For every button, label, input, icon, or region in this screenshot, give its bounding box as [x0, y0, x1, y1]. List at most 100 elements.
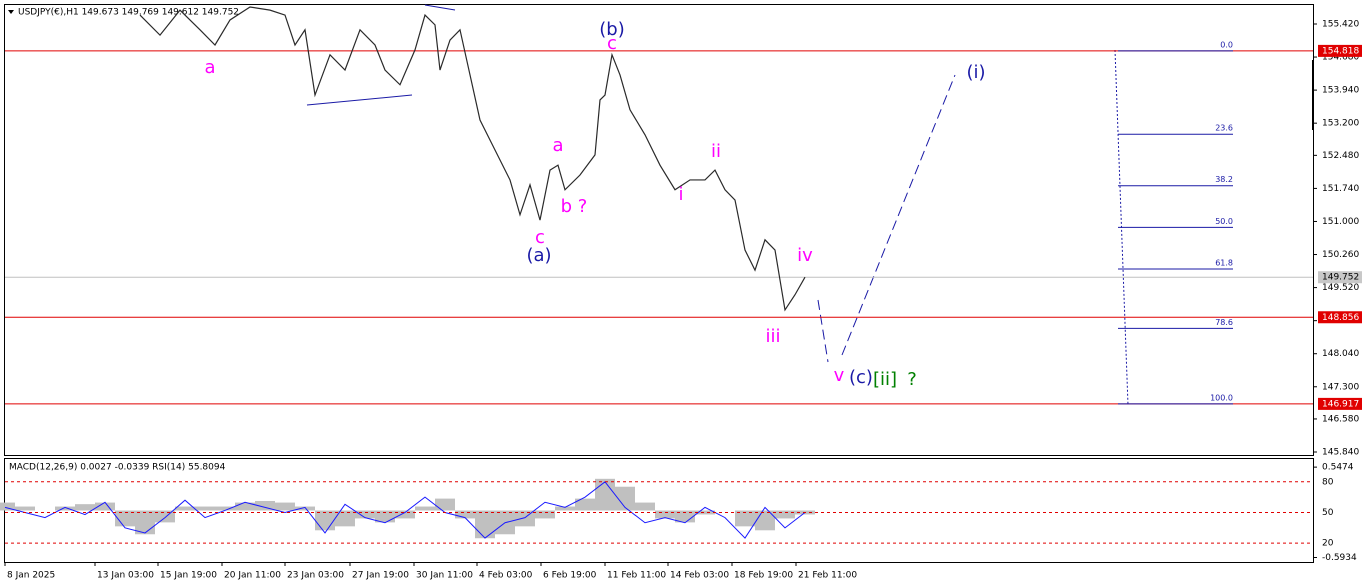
- price-box: [1318, 44, 1362, 57]
- macd-bar: [755, 510, 775, 531]
- macd-bar: [75, 504, 95, 511]
- wave-label: i: [678, 184, 683, 205]
- wave-label: (a): [526, 245, 551, 266]
- x-tick-label: 18 Feb 19:00: [734, 571, 793, 581]
- macd-bar: [0, 502, 15, 511]
- macd-bar: [575, 498, 595, 511]
- macd-bar: [735, 510, 755, 527]
- main-frame: [4, 4, 1314, 456]
- y-tick-label: 153.940: [1322, 86, 1359, 96]
- macd-bar: [315, 510, 335, 531]
- fib-label: 50.0: [1215, 217, 1233, 226]
- projection: [841, 74, 956, 356]
- x-tick-label: 15 Jan 19:00: [160, 571, 217, 581]
- macd-bar: [335, 510, 355, 527]
- indicator-title: MACD(12,26,9) 0.0027 -0.0339 RSI(14) 55.…: [9, 463, 226, 473]
- macd-bar: [655, 510, 675, 519]
- wave-label: c: [607, 33, 617, 54]
- current-price-label: 149.752: [1322, 273, 1359, 283]
- price-level-label: 154.818: [1322, 46, 1359, 56]
- macd-bar: [695, 510, 715, 515]
- macd-bar: [95, 502, 115, 511]
- wave-label: v: [834, 365, 845, 386]
- y-tick-label: 150.260: [1322, 250, 1359, 260]
- rsi-tick-label: 50: [1322, 508, 1334, 518]
- wave-label: c: [535, 227, 545, 248]
- x-tick-label: 30 Jan 11:00: [416, 571, 473, 581]
- macd-bar: [175, 506, 195, 511]
- macd-bar: [215, 506, 235, 511]
- macd-bar: [55, 506, 75, 511]
- y-tick-label: 151.740: [1322, 184, 1359, 194]
- wave-label: iv: [797, 245, 813, 266]
- macd-bar: [675, 510, 695, 523]
- rsi-tick-label: 20: [1322, 539, 1334, 549]
- y-tick-label: 146.580: [1322, 414, 1359, 424]
- macd-bar: [355, 510, 375, 519]
- macd-bar: [775, 510, 795, 519]
- macd-bar: [135, 510, 155, 535]
- macd-bar: [435, 498, 455, 511]
- y-tick-label: 152.480: [1322, 151, 1359, 161]
- x-tick-label: 23 Jan 03:00: [287, 571, 344, 581]
- macd-bar: [635, 502, 655, 511]
- x-tick-label: 11 Feb 11:00: [607, 571, 666, 581]
- x-tick-label: 20 Jan 11:00: [224, 571, 281, 581]
- macd-bar: [535, 510, 555, 519]
- macd-bar: [15, 506, 35, 511]
- x-tick-label: 4 Feb 03:00: [479, 571, 533, 581]
- macd-bar: [555, 506, 575, 511]
- y-tick-label: 154.680: [1322, 53, 1359, 63]
- y-tick-label: 145.840: [1322, 448, 1359, 458]
- wave-label: ?: [907, 369, 917, 390]
- wave-label: [ii]: [873, 369, 897, 390]
- macd-bar: [375, 510, 395, 523]
- trendline: [306, 94, 413, 106]
- x-tick-label: 8 Jan 2025: [7, 571, 55, 581]
- fib-label: 23.6: [1215, 124, 1233, 133]
- y-tick-label: 147.300: [1322, 382, 1359, 392]
- price-line: [139, 6, 806, 312]
- macd-bar: [275, 502, 295, 511]
- macd-bar: [415, 506, 435, 511]
- y-tick-label: 155.420: [1322, 19, 1359, 29]
- wave-label: iii: [765, 326, 780, 347]
- fib-label: 0.0: [1220, 40, 1233, 49]
- projection: [817, 299, 829, 363]
- x-tick-label: 6 Feb 19:00: [543, 571, 597, 581]
- fib-label: 78.6: [1215, 318, 1233, 327]
- wave-label: ii: [711, 141, 721, 162]
- wave-label: a: [204, 57, 215, 78]
- price-box: [1318, 397, 1362, 410]
- fib-label: 100.0: [1210, 393, 1233, 402]
- macd-bar: [235, 502, 255, 511]
- x-tick-label: 21 Feb 11:00: [798, 571, 857, 581]
- fib-label: 61.8: [1215, 259, 1233, 268]
- price-box: [1318, 311, 1362, 324]
- price-level-label: 146.917: [1322, 399, 1359, 409]
- y-tick-label: 151.000: [1322, 217, 1359, 227]
- macd-bar: [195, 506, 215, 511]
- macd-tick-label: -0.5934: [1322, 553, 1357, 563]
- macd-bar: [255, 500, 275, 511]
- macd-bar: [155, 510, 175, 523]
- rsi-tick-label: 80: [1322, 477, 1334, 487]
- header-arrow: [8, 10, 14, 14]
- y-tick-label: 149.520: [1322, 283, 1359, 293]
- macd-bar: [455, 510, 475, 519]
- x-tick-label: 14 Feb 03:00: [670, 571, 729, 581]
- macd-bar: [115, 510, 135, 527]
- wave-label: (c): [849, 367, 873, 388]
- y-tick-label: 148.040: [1322, 349, 1359, 359]
- trendline: [424, 4, 456, 11]
- rsi-line: [4, 481, 806, 539]
- price-level-label: 148.856: [1322, 313, 1359, 323]
- macd-bar: [595, 478, 615, 511]
- wave-label: (b): [599, 19, 624, 40]
- macd-bar: [395, 510, 415, 519]
- x-tick-label: 27 Jan 19:00: [352, 571, 409, 581]
- wave-label: (i): [966, 62, 985, 83]
- y-tick-label: 153.200: [1322, 119, 1359, 129]
- macd-bar: [295, 506, 315, 511]
